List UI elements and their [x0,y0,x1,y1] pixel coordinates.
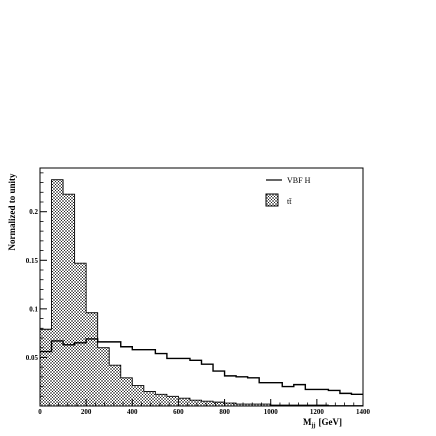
ttbar-bar [143,391,156,406]
legend: VBF H tt̄ [265,176,311,207]
ttbar-bar [189,400,202,406]
y-axis-label: Normalized to unity [7,173,17,250]
ttbar-bar [201,401,214,406]
x-tick-label: 1200 [310,408,325,416]
x-axis-label-subscript: jj [311,423,316,429]
histogram-bars-group [39,179,364,406]
x-tick-label: 0 [38,408,42,416]
x-axis-label-unit: [GeV] [319,417,343,427]
x-tick-label: 400 [127,408,138,416]
x-axis-label: Mjj [GeV] [303,417,342,429]
legend-label-ttbar: tt̄ [287,197,292,206]
x-tick-label: 200 [81,408,92,416]
ttbar-bar [109,365,121,406]
x-tick-label: 1000 [264,408,279,416]
ttbar-bar [247,404,260,406]
x-axis-label-main: M [303,417,312,427]
ttbar-bar [97,347,110,406]
legend-hatch-swatch [265,193,279,207]
ttbar-bar [155,394,167,406]
y-tick-label: 0.1 [29,305,38,313]
legend-label-vbf: VBF H [287,176,311,185]
axis-ticks-group: 0 200 400 600 800 1000 1200 1400 0.05 0.1 0.15 0.2 [26,172,371,416]
plot-frame [39,167,364,407]
x-tick-label: 1400 [356,408,371,416]
ttbar-bar [178,398,190,406]
ttbar-bar [74,263,87,406]
ttbar-bar [51,179,64,406]
ttbar-bar [213,402,225,406]
ttbar-outline [39,179,364,406]
vbf-h-line [40,338,363,396]
y-tick-label: 0.05 [26,354,39,362]
ttbar-bar [120,377,133,406]
ttbar-bar [63,194,75,406]
ttbar-bar [40,329,52,406]
ttbar-bar [224,403,237,406]
ttbar-bar [259,404,271,406]
y-tick-label: 0.2 [29,208,38,216]
ttbar-bar [166,396,179,406]
y-tick-label: 0.15 [26,257,39,265]
ttbar-bar [236,404,248,406]
ttbar-bar [86,312,98,406]
ttbar-bar [132,385,144,406]
x-tick-label: 600 [173,408,184,416]
x-tick-label: 800 [219,408,230,416]
